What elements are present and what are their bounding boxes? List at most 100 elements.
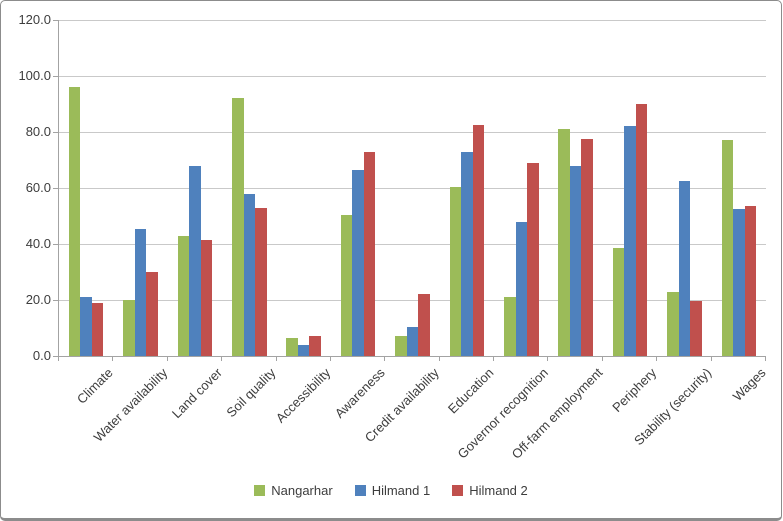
bar-hilmand-1 bbox=[352, 169, 364, 356]
legend-label: Hilmand 2 bbox=[469, 483, 528, 498]
bar-nangarhar bbox=[449, 186, 462, 356]
x-axis-label-text: Climate bbox=[74, 365, 116, 407]
bar-nangarhar bbox=[177, 235, 190, 356]
y-axis-tick bbox=[53, 20, 59, 21]
bar-hilmand-1 bbox=[80, 297, 92, 356]
legend-label: Nangarhar bbox=[271, 483, 333, 498]
gridline bbox=[59, 75, 766, 77]
legend-swatch bbox=[254, 485, 266, 496]
bar-hilmand-1 bbox=[678, 181, 691, 356]
y-axis-tick bbox=[53, 188, 59, 189]
x-axis-label-text: Soil quality bbox=[223, 365, 279, 421]
legend: Nangarhar Hilmand 1 Hilmand 2 bbox=[1, 483, 781, 498]
bar-hilmand-2 bbox=[255, 207, 267, 356]
x-axis-label-text: Accessibility bbox=[272, 365, 334, 426]
y-axis-label: 20.0 bbox=[25, 292, 51, 307]
legend-label: Hilmand 1 bbox=[371, 483, 431, 498]
x-axis-tick bbox=[547, 357, 549, 361]
x-axis-label-text: Periphery bbox=[609, 365, 660, 415]
x-axis-label-text: Off-farm employment bbox=[508, 365, 606, 462]
bar-hilmand-2 bbox=[363, 151, 376, 356]
x-axis-tick bbox=[384, 357, 386, 361]
y-axis-label: 100.0 bbox=[18, 68, 51, 83]
x-axis-tick bbox=[765, 357, 766, 361]
bar-group bbox=[385, 20, 439, 356]
bar-nangarhar bbox=[558, 129, 570, 356]
y-axis-label: 120.0 bbox=[18, 12, 51, 27]
bar-hilmand-1 bbox=[406, 326, 419, 356]
legend-item: Nangarhar bbox=[254, 483, 333, 498]
x-axis-tick bbox=[275, 357, 277, 361]
bar-group bbox=[59, 20, 113, 356]
bar-group bbox=[168, 20, 222, 356]
bar-hilmand-2 bbox=[91, 302, 104, 356]
bar-hilmand-1 bbox=[243, 193, 256, 356]
bar-nangarhar bbox=[721, 140, 734, 356]
bar-hilmand-1 bbox=[733, 209, 745, 356]
x-axis-tick bbox=[438, 357, 440, 361]
x-axis-tick bbox=[656, 357, 658, 361]
bar-hilmand-2 bbox=[472, 125, 485, 356]
bar-hilmand-1 bbox=[461, 151, 473, 356]
bar-group bbox=[548, 20, 602, 356]
bar-hilmand-1 bbox=[297, 344, 310, 356]
bar-hilmand-2 bbox=[690, 301, 702, 356]
x-axis-tick bbox=[329, 357, 331, 361]
bar-nangarhar bbox=[504, 297, 516, 356]
x-axis-label-text: Governor recognition bbox=[454, 365, 551, 462]
gridline bbox=[59, 299, 766, 301]
y-axis-label: 0.0 bbox=[32, 348, 51, 363]
bar-hilmand-1 bbox=[624, 126, 636, 356]
bar-nangarhar bbox=[68, 87, 81, 356]
x-axis-tick bbox=[112, 357, 114, 361]
bar-group bbox=[440, 20, 494, 356]
y-axis-tick bbox=[53, 356, 59, 357]
bar-nangarhar bbox=[286, 337, 298, 356]
y-axis-tick bbox=[53, 132, 59, 133]
y-axis-tick bbox=[53, 76, 59, 77]
bar-hilmand-1 bbox=[569, 165, 582, 356]
x-axis-tick bbox=[601, 357, 603, 361]
y-axis-label: 80.0 bbox=[25, 124, 51, 139]
x-axis-label-text: Awareness bbox=[331, 365, 388, 421]
bar-group bbox=[331, 20, 385, 356]
bar-hilmand-2 bbox=[527, 162, 539, 356]
legend-item: Hilmand 2 bbox=[452, 483, 528, 498]
x-axis-label-text: Wages bbox=[729, 365, 769, 404]
gridline bbox=[59, 131, 766, 133]
bar-group bbox=[277, 20, 331, 356]
bar-nangarhar bbox=[123, 300, 135, 356]
bar-group bbox=[712, 20, 766, 356]
legend-swatch bbox=[452, 485, 464, 496]
bar-nangarhar bbox=[612, 248, 625, 356]
bar-hilmand-2 bbox=[309, 336, 321, 356]
bar-group bbox=[113, 20, 167, 356]
bar-hilmand-1 bbox=[189, 165, 201, 356]
gridline bbox=[59, 187, 766, 189]
legend-item: Hilmand 1 bbox=[354, 483, 431, 498]
bar-hilmand-2 bbox=[581, 139, 593, 356]
bar-hilmand-1 bbox=[515, 221, 527, 356]
bar-nangarhar bbox=[232, 98, 244, 356]
plot-area bbox=[58, 19, 766, 357]
legend-swatch bbox=[354, 485, 366, 496]
bar-nangarhar bbox=[395, 336, 407, 356]
y-axis-label: 60.0 bbox=[25, 180, 51, 195]
bar-group bbox=[603, 20, 657, 356]
y-axis-label: 40.0 bbox=[25, 236, 51, 251]
bar-group bbox=[494, 20, 548, 356]
x-axis-tick bbox=[710, 357, 712, 361]
bar-hilmand-2 bbox=[200, 239, 213, 356]
bar-hilmand-1 bbox=[134, 228, 147, 356]
gridline bbox=[59, 19, 766, 21]
x-axis-tick bbox=[221, 357, 223, 361]
bar-hilmand-2 bbox=[635, 104, 648, 356]
bar-hilmand-2 bbox=[744, 206, 757, 356]
x-axis-tick bbox=[166, 357, 168, 361]
bar-hilmand-2 bbox=[146, 272, 158, 356]
x-axis-tick bbox=[58, 357, 59, 361]
gridline bbox=[59, 243, 766, 245]
y-axis-tick bbox=[53, 300, 59, 301]
x-axis-tick bbox=[493, 357, 495, 361]
